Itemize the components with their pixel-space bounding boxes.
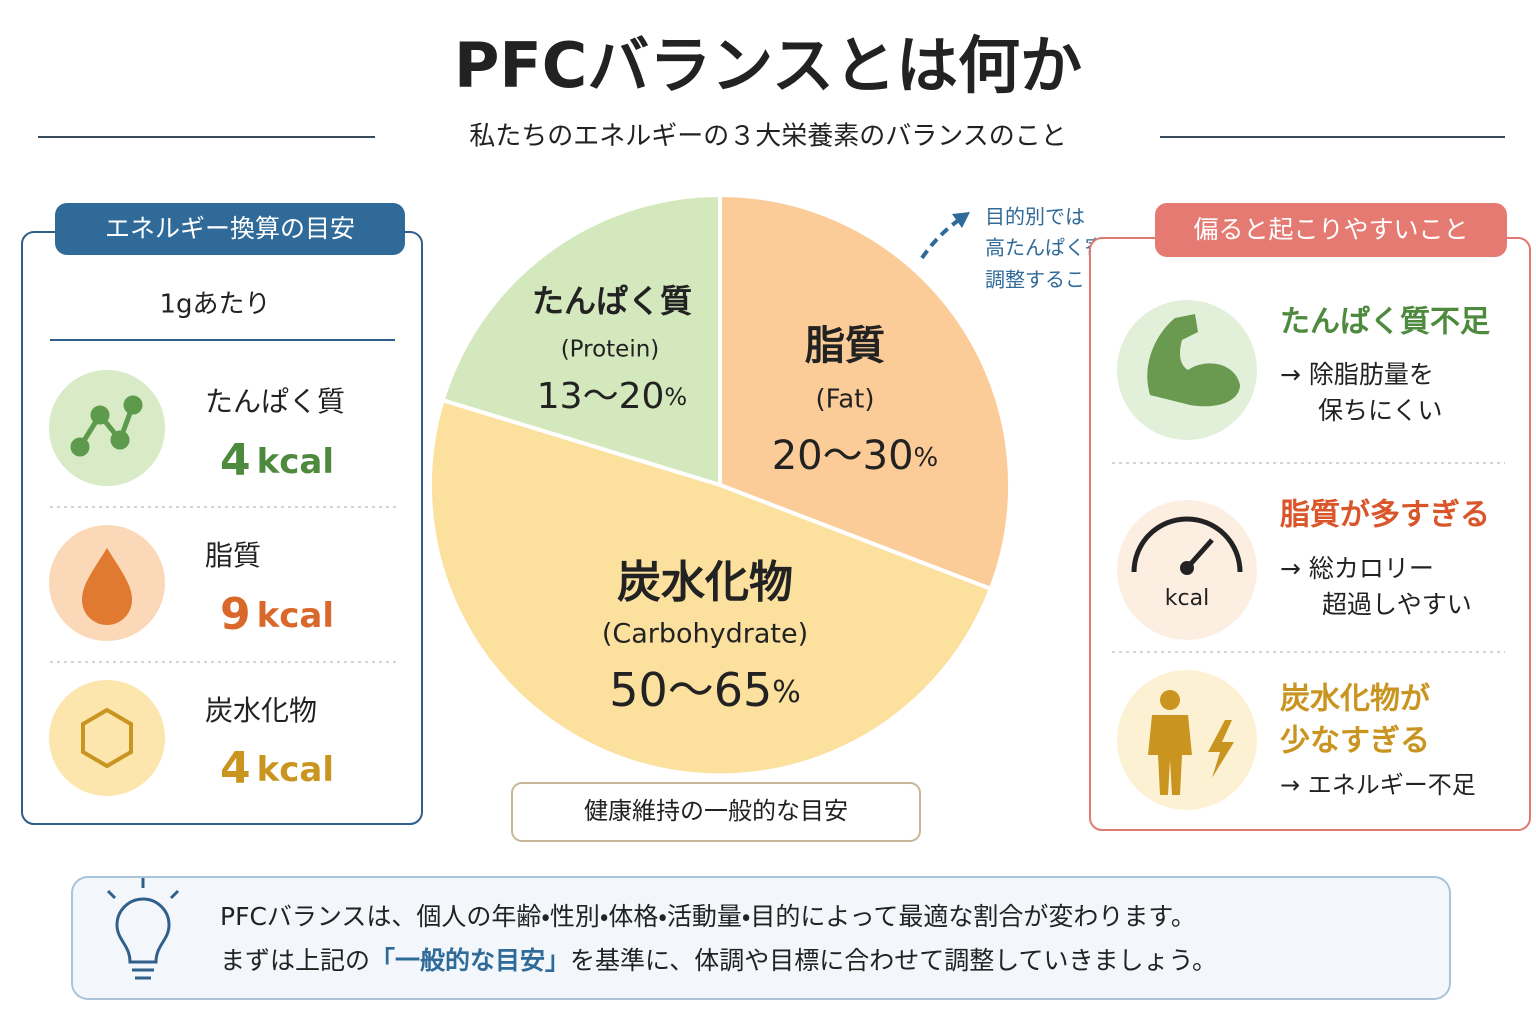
- risk-title: 少なすぎる: [1280, 724, 1430, 759]
- item-value: 4 kcal: [220, 743, 334, 794]
- unit-note: 1gあたり: [159, 290, 270, 320]
- value: 9: [220, 589, 251, 640]
- footer-box: [71, 876, 1451, 1000]
- arrow-head: [952, 212, 970, 228]
- text: まずは上記の: [220, 946, 370, 975]
- bulb-icon: [106, 878, 180, 980]
- icon-part: [1148, 715, 1192, 795]
- footer-line: PFCバランスは、個人の年齢・性別・体格・活動量・目的によって最適な割合が変わり…: [220, 902, 1196, 931]
- title: PFCバランスとは何か: [454, 29, 1082, 102]
- pie-slice: [440, 192, 722, 488]
- unit: %: [772, 675, 801, 710]
- risk-desc: → 除脂肪量を: [1280, 360, 1434, 389]
- gauge-icon: [1131, 516, 1243, 573]
- slice-english: (Fat): [816, 385, 875, 415]
- risk-title: 脂質が多すぎる: [1280, 498, 1490, 533]
- unit: %: [664, 383, 687, 411]
- risk-desc: → エネルギー不足: [1280, 771, 1476, 799]
- slice-english: (Carbohydrate): [602, 619, 808, 650]
- unit: kcal: [257, 596, 334, 636]
- risk-title: たんぱく質不足: [1280, 305, 1490, 340]
- caption: 健康維持の一般的な目安: [584, 797, 848, 825]
- item-name: 炭水化物: [205, 694, 317, 727]
- gauge-hub: [1180, 561, 1194, 575]
- panel-title: エネルギー換算の目安: [105, 214, 355, 243]
- icon-part: [115, 897, 171, 964]
- note-line: 目的別では: [985, 205, 1085, 229]
- icon-part: [77, 404, 136, 449]
- slice-range: 13〜20%: [537, 376, 687, 417]
- risk-desc: → 総カロリー: [1280, 554, 1434, 583]
- panel-tab: [55, 203, 405, 255]
- slice-name: たんぱく質: [532, 282, 692, 320]
- highlight: 「一般的な目安」: [370, 946, 570, 975]
- footer-line: まずは上記の「一般的な目安」を基準に、体調や目標に合わせて調整していきましょう。: [220, 946, 1217, 975]
- item-name: 脂質: [205, 539, 261, 572]
- pie: [427, 192, 1012, 778]
- panel-title: 偏ると起こりやすいこと: [1193, 215, 1468, 244]
- icon-part: [1160, 690, 1180, 710]
- slice-name: 脂質: [805, 323, 885, 369]
- icon-part: [1208, 720, 1234, 778]
- molecule-icon: [70, 395, 143, 457]
- item-value: 9 kcal: [220, 589, 334, 640]
- item-name: たんぱく質: [205, 385, 345, 418]
- item-value: 4 kcal: [220, 435, 334, 486]
- icon-part: [70, 437, 90, 457]
- slice-range: 50〜65%: [609, 663, 801, 717]
- pie-slice: [718, 192, 1012, 592]
- risk-title: 炭水化物が: [1280, 682, 1430, 717]
- icon-part: [106, 889, 117, 900]
- person-icon: [1148, 690, 1234, 795]
- range: 20〜30: [772, 433, 914, 479]
- icon-part: [110, 430, 130, 450]
- icon-part: [123, 395, 143, 415]
- risk-desc: 超過しやすい: [1322, 590, 1472, 619]
- unit: kcal: [257, 442, 334, 482]
- value: 4: [220, 743, 251, 794]
- drop-icon: [82, 548, 132, 625]
- text: を基準に、体調や目標に合わせて調整していきましょう。: [570, 946, 1217, 975]
- pie-slice: [427, 397, 994, 778]
- subtitle: 私たちのエネルギーの３大栄養素のバランスのこと: [469, 122, 1066, 152]
- slice-name: 炭水化物: [617, 557, 793, 608]
- range: 50〜65: [609, 663, 772, 717]
- panel-tab: [1155, 203, 1507, 257]
- risk-desc: 保ちにくい: [1318, 396, 1443, 425]
- icon-part: [90, 405, 110, 425]
- unit: %: [914, 443, 939, 473]
- icon-bg: [49, 370, 165, 486]
- icon-label: kcal: [1165, 586, 1209, 611]
- slice-range: 20〜30%: [772, 433, 939, 479]
- hexagon-icon: [81, 707, 133, 769]
- value: 4: [220, 435, 251, 486]
- unit: kcal: [257, 750, 334, 790]
- range: 13〜20: [537, 376, 665, 417]
- slice-english: (Protein): [561, 337, 660, 363]
- icon-bg: [49, 680, 165, 796]
- icon-part: [169, 889, 180, 900]
- arm-icon: [1147, 314, 1240, 407]
- caption-box: [511, 782, 921, 842]
